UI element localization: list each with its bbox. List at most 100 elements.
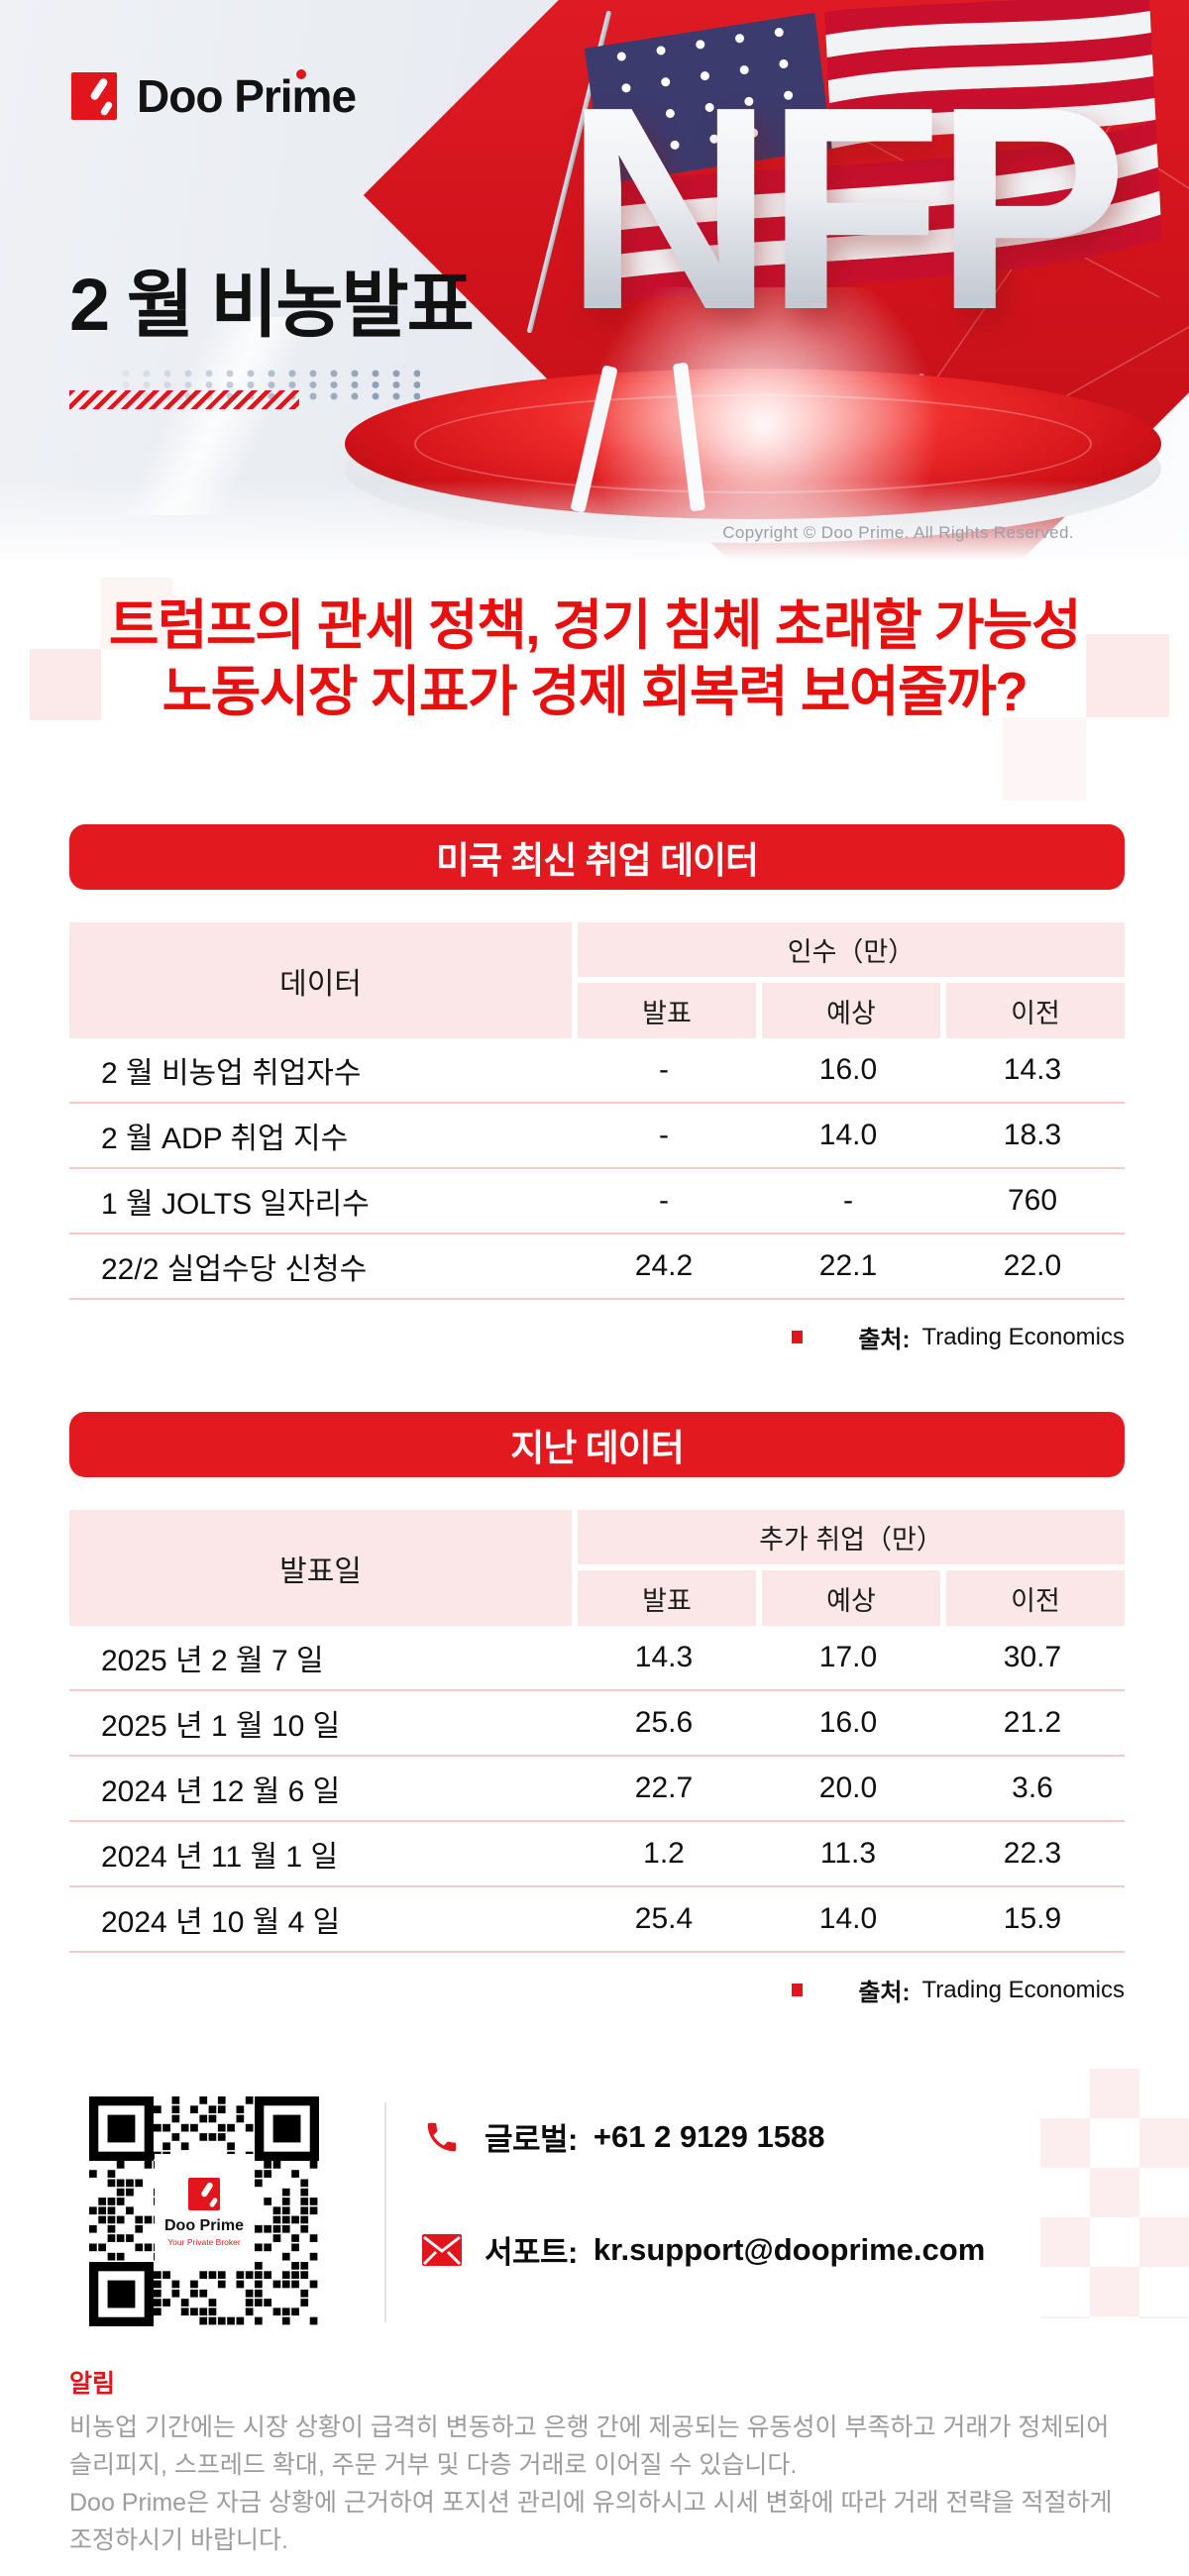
email-contact-row: 서포트: kr.support@dooprime.com [421, 2227, 985, 2272]
value-previous: 21.2 [1003, 1706, 1062, 1739]
vertical-divider [384, 2102, 386, 2322]
notice-section: 알림 비농업 기간에는 시장 상황이 급격히 변동하고 은행 간에 제공되는 유… [69, 2364, 1132, 2559]
phone-icon [421, 2116, 463, 2158]
column-header-previous: 이전 [946, 983, 1125, 1038]
source-label: 출처: [858, 1327, 911, 1353]
source-bullet-icon [792, 1331, 804, 1343]
value-forecast: 16.0 [818, 1053, 878, 1086]
value-forecast: 14.0 [818, 1902, 878, 1935]
headline-decoration [101, 578, 172, 649]
qr-brand-name: Doo Prime [163, 2217, 244, 2234]
page-title: 2 월 비농발표 [69, 264, 475, 346]
row-label: 2 월 ADP 취업 지수 [101, 1123, 349, 1155]
table-header: 데이터 인수（만） 발표 예상 이전 [69, 922, 1125, 1038]
table-row: 2024 년 12 월 6 일 22.7 20.0 3.6 [69, 1757, 1125, 1822]
column-header-date: 발표일 [69, 1510, 572, 1626]
headline: 트럼프의 관세 정책, 경기 침체 초래할 가능성 노동시장 지표가 경제 회복… [0, 592, 1189, 725]
column-header-data: 데이터 [69, 922, 572, 1038]
value-previous: 30.7 [1003, 1641, 1062, 1673]
headline-decoration [1003, 717, 1086, 801]
value-forecast: 11.3 [819, 1837, 877, 1870]
value-announced: 22.7 [634, 1771, 694, 1804]
row-label: 2025 년 1 월 10 일 [101, 1710, 341, 1743]
table-row: 2025 년 2 월 7 일 14.3 17.0 30.7 [69, 1626, 1125, 1691]
brand-logo: Doo Prime [71, 69, 357, 123]
headline-line-1: 트럼프의 관세 정책, 경기 침체 초래할 가능성 [108, 594, 1082, 656]
email-label: 서포트: [485, 2235, 578, 2270]
notice-paragraph-1: 비농업 기간에는 시장 상황이 급격히 변동하고 은행 간에 제공되는 유동성이… [69, 2414, 1110, 2479]
qr-code: Doo Prime Your Private Broker [89, 2096, 319, 2326]
qr-center-logo: Doo Prime Your Private Broker [155, 2154, 254, 2271]
value-announced: 14.3 [634, 1641, 694, 1673]
us-flag-image [575, 0, 1166, 322]
table-row: 1 월 JOLTS 일자리수 - - 760 [69, 1169, 1125, 1234]
column-header-previous: 이전 [946, 1570, 1125, 1626]
source-note: 출처: Trading Economics [69, 1320, 1125, 1354]
value-previous: 18.3 [1003, 1119, 1062, 1151]
value-forecast: 22.1 [818, 1249, 878, 1282]
headline-decoration [1086, 634, 1169, 717]
hatch-stripe-decoration [69, 390, 299, 409]
source-value: Trading Economics [921, 1323, 1125, 1350]
brand-name: Doo Prime [137, 69, 357, 122]
row-label: 2025 년 2 월 7 일 [101, 1645, 324, 1677]
column-header-announced: 발표 [578, 1570, 756, 1626]
value-announced: - [659, 1184, 669, 1217]
qr-logo-mark-icon [188, 2178, 220, 2210]
value-previous: 760 [1007, 1184, 1058, 1217]
value-announced: - [659, 1119, 669, 1151]
value-announced: 25.4 [634, 1902, 694, 1935]
source-label: 출처: [858, 1980, 911, 2006]
notice-title: 알림 [69, 2370, 116, 2398]
value-previous: 22.0 [1003, 1249, 1062, 1282]
column-group-header: 추가 취업（만） [578, 1510, 1125, 1564]
value-announced: 1.2 [643, 1837, 685, 1870]
column-header-announced: 발표 [578, 983, 756, 1038]
value-forecast: 17.0 [818, 1641, 878, 1673]
table-title-banner: 지난 데이터 [69, 1412, 1125, 1477]
row-label: 1 월 JOLTS 일자리수 [101, 1188, 370, 1221]
nfp-3d-text: NFP [565, 42, 1128, 375]
phone-value: +61 2 9129 1588 [593, 2118, 825, 2154]
phone-label: 글로벌: [485, 2122, 578, 2157]
table-row: 2024 년 11 월 1 일 1.2 11.3 22.3 [69, 1822, 1125, 1887]
contact-section: Doo Prime Your Private Broker 글로벌: +61 2… [89, 2093, 1120, 2330]
notice-paragraph-2: Doo Prime은 자금 상황에 근거하여 포지션 관리에 유의하시고 시세 … [69, 2489, 1113, 2554]
row-label: 2024 년 10 월 4 일 [101, 1906, 341, 1939]
value-forecast: 16.0 [818, 1706, 878, 1739]
table-header: 발표일 추가 취업（만） 발표 예상 이전 [69, 1510, 1125, 1626]
headline-line-2: 노동시장 지표가 경제 회복력 보여줄까? [162, 661, 1028, 722]
table-title-banner: 미국 최신 취업 데이터 [69, 824, 1125, 890]
value-previous: 14.3 [1003, 1053, 1062, 1086]
row-label: 22/2 실업수당 신청수 [101, 1253, 368, 1286]
source-bullet-icon [792, 1984, 804, 1996]
envelope-icon [421, 2229, 463, 2271]
column-header-forecast: 예상 [762, 1570, 940, 1626]
past-data-table: 지난 데이터 발표일 추가 취업（만） 발표 예상 이전 2025 년 2 월 … [69, 1412, 1125, 2007]
source-note: 출처: Trading Economics [69, 1973, 1125, 2007]
source-value: Trading Economics [921, 1976, 1125, 2003]
value-announced: 24.2 [634, 1249, 694, 1282]
phone-contact-row: 글로벌: +61 2 9129 1588 [421, 2114, 824, 2159]
table-row: 2024 년 10 월 4 일 25.4 14.0 15.9 [69, 1887, 1125, 1953]
value-announced: 25.6 [634, 1706, 694, 1739]
row-label: 2024 년 12 월 6 일 [101, 1775, 341, 1808]
headline-decoration [30, 649, 101, 720]
column-header-forecast: 예상 [762, 983, 940, 1038]
value-forecast: - [843, 1184, 853, 1217]
table-row: 2 월 ADP 취업 지수 - 14.0 18.3 [69, 1104, 1125, 1169]
doo-prime-logo-icon [71, 72, 117, 120]
table-row: 2025 년 1 월 10 일 25.6 16.0 21.2 [69, 1691, 1125, 1757]
column-group-header: 인수（만） [578, 922, 1125, 977]
latest-jobs-table: 미국 최신 취업 데이터 데이터 인수（만） 발표 예상 이전 2 월 비농업 … [69, 824, 1125, 1354]
value-previous: 22.3 [1003, 1837, 1062, 1870]
qr-brand-tagline: Your Private Broker [167, 2237, 241, 2247]
copyright-text: Copyright © Doo Prime. All Rights Reserv… [722, 523, 1074, 542]
checkerboard-decoration [1040, 2069, 1189, 2318]
row-label: 2 월 비농업 취업자수 [101, 1057, 362, 1090]
value-forecast: 20.0 [818, 1771, 878, 1804]
table-row: 2 월 비농업 취업자수 - 16.0 14.3 [69, 1038, 1125, 1104]
email-value: kr.support@dooprime.com [593, 2231, 986, 2267]
hero-bottom-fade [0, 481, 1189, 560]
